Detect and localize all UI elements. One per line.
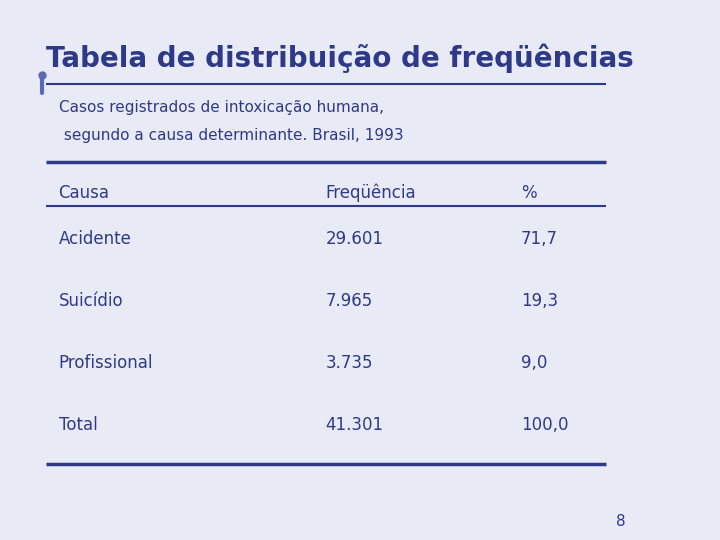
Text: 29.601: 29.601: [325, 230, 384, 247]
Text: Casos registrados de intoxicação humana,: Casos registrados de intoxicação humana,: [58, 100, 384, 115]
Text: 7.965: 7.965: [325, 292, 373, 309]
Text: 41.301: 41.301: [325, 416, 384, 434]
Text: segundo a causa determinante. Brasil, 1993: segundo a causa determinante. Brasil, 19…: [58, 128, 403, 143]
Text: 9,0: 9,0: [521, 354, 547, 372]
Text: 3.735: 3.735: [325, 354, 373, 372]
Text: 8: 8: [616, 514, 625, 529]
Text: Causa: Causa: [58, 184, 109, 201]
Text: 19,3: 19,3: [521, 292, 558, 309]
Text: Suicídio: Suicídio: [58, 292, 123, 309]
Text: 100,0: 100,0: [521, 416, 569, 434]
Text: 71,7: 71,7: [521, 230, 558, 247]
Text: Total: Total: [58, 416, 97, 434]
Text: Tabela de distribuição de freqüências: Tabela de distribuição de freqüências: [45, 43, 634, 73]
Text: Freqüência: Freqüência: [325, 184, 416, 202]
Text: %: %: [521, 184, 536, 201]
Text: Acidente: Acidente: [58, 230, 132, 247]
Text: Profissional: Profissional: [58, 354, 153, 372]
